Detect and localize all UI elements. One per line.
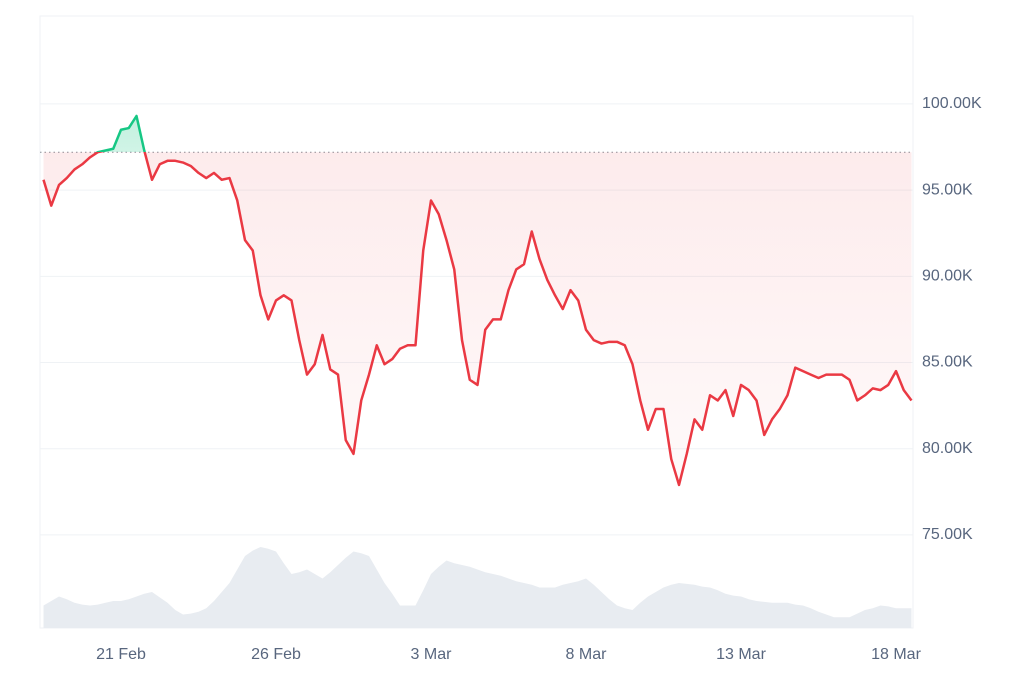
- y-tick-label: 90.00K: [922, 268, 973, 285]
- x-tick-label: 18 Mar: [871, 646, 921, 663]
- price-area: [43, 115, 912, 485]
- y-tick-label: 85.00K: [922, 354, 973, 371]
- volume-area: [43, 547, 912, 628]
- x-tick-label: 26 Feb: [251, 646, 301, 663]
- y-tick-label: 80.00K: [922, 440, 973, 457]
- price-line: [42, 114, 913, 487]
- y-tick-label: 100.00K: [922, 95, 982, 112]
- x-tick-label: 3 Mar: [411, 646, 453, 663]
- x-tick-label: 13 Mar: [716, 646, 766, 663]
- y-tick-label: 75.00K: [922, 526, 973, 543]
- x-tick-label: 21 Feb: [96, 646, 146, 663]
- y-tick-label: 95.00K: [922, 181, 973, 198]
- x-tick-label: 8 Mar: [566, 646, 608, 663]
